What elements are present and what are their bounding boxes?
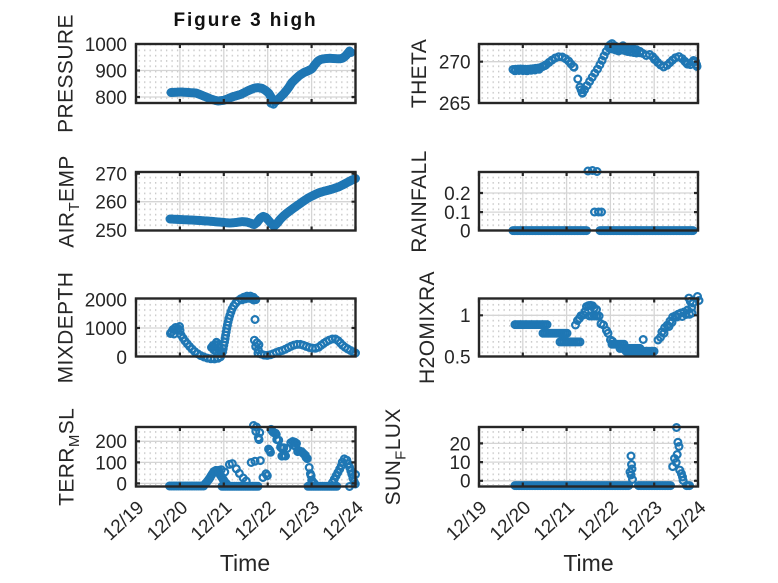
svg-text:0: 0 — [116, 474, 127, 495]
svg-text:H2OMIXRA: H2OMIXRA — [416, 271, 439, 384]
svg-text:0: 0 — [460, 221, 471, 242]
svg-text:0: 0 — [460, 472, 471, 493]
svg-text:Figure 3 high: Figure 3 high — [174, 10, 318, 31]
svg-text:PRESSURE: PRESSURE — [55, 14, 78, 133]
svg-text:TERRMSL: TERRMSL — [56, 408, 84, 506]
svg-text:0.5: 0.5 — [444, 347, 470, 368]
svg-text:MIXDEPTH: MIXDEPTH — [55, 272, 78, 384]
svg-text:265: 265 — [439, 94, 471, 115]
svg-text:200: 200 — [95, 432, 127, 453]
svg-text:10: 10 — [449, 453, 470, 474]
svg-text:900: 900 — [95, 61, 127, 82]
svg-text:SUNFLUX: SUNFLUX — [382, 408, 410, 505]
svg-text:RAINFALL: RAINFALL — [408, 150, 431, 252]
svg-text:100: 100 — [95, 453, 127, 474]
svg-text:0.2: 0.2 — [444, 184, 470, 205]
svg-text:AIRTEMP: AIRTEMP — [56, 155, 84, 248]
svg-text:270: 270 — [95, 164, 127, 185]
svg-text:250: 250 — [95, 221, 127, 242]
svg-text:Time: Time — [220, 550, 270, 576]
svg-text:1000: 1000 — [85, 35, 127, 56]
svg-text:0.1: 0.1 — [444, 203, 470, 224]
svg-text:270: 270 — [439, 53, 471, 74]
svg-text:20: 20 — [449, 434, 470, 455]
svg-text:260: 260 — [95, 193, 127, 214]
svg-text:2000: 2000 — [85, 290, 127, 311]
svg-text:1000: 1000 — [85, 319, 127, 340]
svg-text:0: 0 — [116, 348, 127, 369]
svg-text:1: 1 — [460, 306, 471, 327]
svg-text:Time: Time — [563, 550, 613, 576]
svg-text:THETA: THETA — [408, 39, 431, 108]
svg-text:800: 800 — [95, 88, 127, 109]
